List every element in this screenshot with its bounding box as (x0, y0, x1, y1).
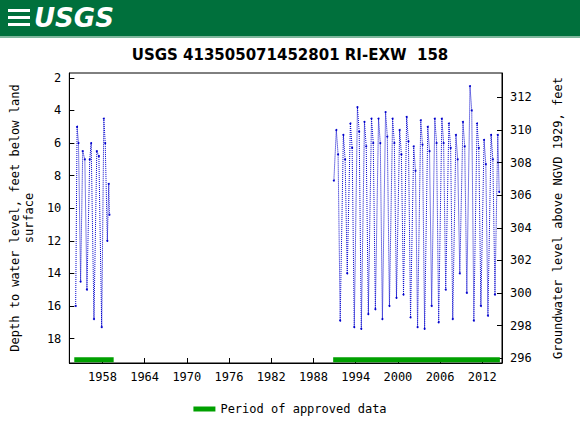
svg-text:300: 300 (510, 286, 532, 300)
svg-text:16: 16 (47, 299, 61, 313)
svg-text:1964: 1964 (130, 370, 159, 384)
svg-text:1982: 1982 (257, 370, 286, 384)
svg-text:308: 308 (510, 156, 532, 170)
svg-text:1994: 1994 (341, 370, 370, 384)
svg-text:1970: 1970 (172, 370, 201, 384)
svg-text:2000: 2000 (383, 370, 412, 384)
svg-text:18: 18 (47, 332, 61, 346)
svg-text:1958: 1958 (88, 370, 117, 384)
svg-text:2006: 2006 (426, 370, 455, 384)
svg-text:306: 306 (510, 188, 532, 202)
svg-text:1976: 1976 (215, 370, 244, 384)
svg-text:Groundwater level above NGVD 1: Groundwater level above NGVD 1929, feet (551, 77, 565, 359)
svg-text:surface: surface (22, 193, 36, 244)
svg-text:14: 14 (47, 266, 61, 280)
svg-text:312: 312 (510, 90, 532, 104)
svg-text:10: 10 (47, 201, 61, 215)
svg-text:USGS 413505071452801 RI-EXW 1: USGS 413505071452801 RI-EXW 158 (132, 46, 449, 64)
svg-text:296: 296 (510, 351, 532, 365)
svg-text:6: 6 (54, 136, 61, 150)
svg-text:12: 12 (47, 234, 61, 248)
svg-text:2: 2 (54, 71, 61, 85)
svg-text:USGS: USGS (34, 3, 114, 33)
svg-text:Period of approved data: Period of approved data (220, 402, 386, 416)
svg-text:298: 298 (510, 319, 532, 333)
svg-text:302: 302 (510, 253, 532, 267)
svg-text:2012: 2012 (468, 370, 497, 384)
svg-text:Depth to water level, feet bel: Depth to water level, feet below land (8, 84, 22, 351)
svg-text:8: 8 (54, 169, 61, 183)
svg-text:304: 304 (510, 221, 532, 235)
svg-text:310: 310 (510, 123, 532, 137)
svg-text:4: 4 (54, 103, 61, 117)
svg-text:1988: 1988 (299, 370, 328, 384)
